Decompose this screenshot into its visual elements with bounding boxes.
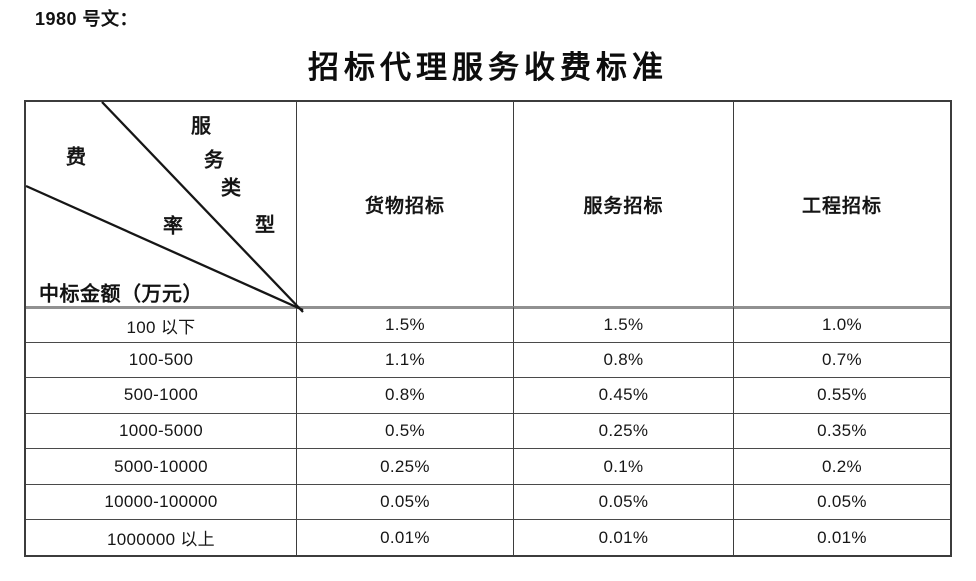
column-header-works: 工程招标	[733, 102, 950, 306]
row-goods-cell: 1.1%	[296, 341, 513, 378]
row-works-cell: 0.2%	[733, 448, 950, 484]
doc-number-label: 1980 号文：	[35, 9, 139, 29]
corner-label-type-char-1: 服	[191, 115, 211, 138]
row-range-cell: 10000-100000	[26, 483, 296, 520]
column-header-goods: 货物招标	[296, 102, 513, 306]
row-services-cell: 0.1%	[513, 448, 733, 484]
row-services-cell: 0.45%	[513, 377, 733, 413]
row-works-cell: 1.0%	[733, 306, 950, 342]
diagonal-divider-lines	[25, 101, 304, 313]
row-range-cell: 5000-10000	[26, 448, 296, 484]
fee-standard-table: 费 率 服 务 类 型 中标金额（万元） 货物招标 服务招标 工程招标 100 …	[24, 100, 952, 557]
corner-label-type-char-4: 型	[255, 214, 275, 237]
row-range-cell: 500-1000	[26, 377, 296, 413]
row-services-cell: 0.8%	[513, 341, 733, 378]
corner-label-fee-char-1: 费	[66, 146, 86, 169]
row-services-cell: 0.25%	[513, 412, 733, 449]
corner-label-type-char-3: 类	[221, 177, 241, 200]
row-services-cell: 1.5%	[513, 306, 733, 342]
row-goods-cell: 0.5%	[296, 412, 513, 449]
row-goods-cell: 0.25%	[296, 448, 513, 484]
page-title: 招标代理服务收费标准	[308, 50, 668, 85]
table-corner-header-cell: 费 率 服 务 类 型 中标金额（万元）	[25, 101, 304, 313]
corner-label-type-char-2: 务	[204, 149, 224, 172]
corner-label-amount: 中标金额（万元）	[39, 283, 203, 306]
row-works-cell: 0.01%	[733, 519, 950, 555]
column-header-services: 服务招标	[513, 102, 733, 306]
row-works-cell: 0.35%	[733, 412, 950, 449]
row-goods-cell: 0.8%	[296, 377, 513, 413]
row-services-cell: 0.01%	[513, 519, 733, 555]
row-goods-cell: 0.05%	[296, 483, 513, 520]
row-services-cell: 0.05%	[513, 483, 733, 520]
row-range-cell: 1000000 以上	[26, 519, 296, 555]
row-range-cell: 100-500	[26, 341, 296, 378]
row-range-cell: 100 以下	[26, 306, 296, 342]
row-goods-cell: 1.5%	[296, 306, 513, 342]
row-works-cell: 0.55%	[733, 377, 950, 413]
row-goods-cell: 0.01%	[296, 519, 513, 555]
row-range-cell: 1000-5000	[26, 412, 296, 449]
corner-label-fee-char-2: 率	[163, 215, 183, 238]
row-works-cell: 0.7%	[733, 341, 950, 378]
row-works-cell: 0.05%	[733, 483, 950, 520]
